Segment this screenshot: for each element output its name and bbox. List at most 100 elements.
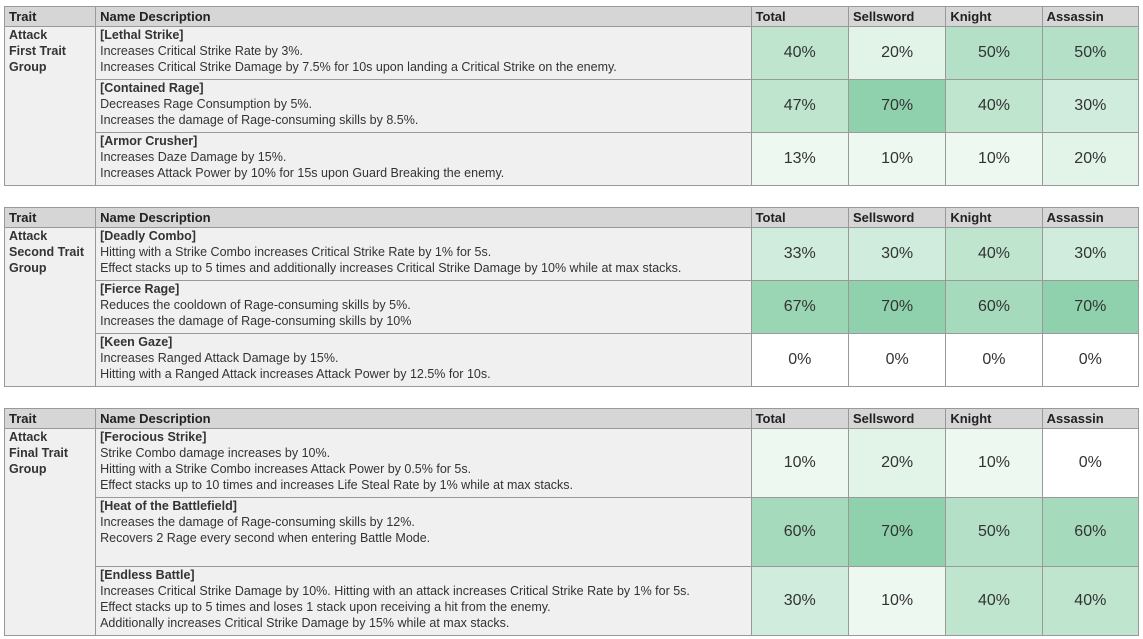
trait-effect-line: Increases Attack Power by 10% for 15s up… (100, 166, 505, 180)
column-header: Sellsword (847, 408, 947, 429)
pick-rate-cell: 70% (847, 280, 947, 334)
column-header: Name Description (95, 408, 752, 429)
pick-rate-cell: 0% (945, 333, 1043, 387)
trait-effect-line: Increases the damage of Rage-consuming s… (100, 314, 412, 328)
trait-group-label: Group (9, 261, 47, 275)
trait-description-cell: [Fierce Rage] Reduces the cooldown of Rag… (95, 280, 752, 334)
trait-group-label: First Trait (9, 44, 66, 58)
table-row: [Contained Rage] Decreases Rage Consumpti… (5, 79, 1140, 133)
table-row: [Fierce Rage] Reduces the cooldown of Rag… (5, 280, 1140, 334)
table-row: [Armor Crusher] Increases Daze Damage by … (5, 132, 1140, 186)
header-row: Trait Name Description Total Sellsword Knigh… (3, 408, 1140, 429)
table-row: [Heat of the Battlefield] Increases the d… (5, 497, 1140, 567)
pick-rate-cell: 70% (847, 79, 947, 133)
pick-rate-cell: 10% (847, 132, 947, 186)
trait-effect-line: Effect stacks up to 5 times and loses 1 … (100, 600, 551, 614)
trait-name: [Lethal Strike] (100, 28, 184, 42)
table-row: Attack First Trait Group [Lethal Strike] Inc… (3, 26, 1140, 186)
trait-effect-line: Effect stacks up to 5 times and addition… (100, 261, 682, 275)
trait-group-cell: Attack Second Trait Group (3, 227, 97, 387)
column-header: Assassin (1041, 408, 1140, 429)
column-header: Trait (3, 207, 97, 228)
pick-rate-cell: 47% (750, 79, 849, 133)
pick-rate-cell: 40% (750, 26, 849, 80)
trait-effect-line: Increases Ranged Attack Damage by 15%. (100, 351, 339, 365)
trait-effect-line: Increases Critical Strike Damage by 10%.… (100, 584, 690, 598)
trait-name: [Endless Battle] (100, 568, 195, 582)
column-header: Name Description (95, 6, 752, 27)
trait-name: [Ferocious Strike] (100, 430, 207, 444)
trait-group-label: Second Trait (9, 245, 85, 259)
trait-group-label: Attack (9, 229, 48, 243)
pick-rate-cell: 0% (1041, 428, 1140, 498)
pick-rate-cell: 60% (1041, 497, 1140, 567)
header-row: Trait Name Description Total Sellsword Knigh… (3, 6, 1140, 27)
trait-group-cell: Attack First Trait Group (3, 26, 97, 186)
trait-effect-line: Hitting with a Strike Combo increases Cr… (100, 245, 492, 259)
pick-rate-cell: 20% (847, 26, 947, 80)
column-header: Trait (3, 408, 97, 429)
header-row: Trait Name Description Total Sellsword Knigh… (3, 207, 1140, 228)
column-header: Knight (945, 408, 1043, 429)
pick-rate-cell: 10% (750, 428, 849, 498)
trait-effect-line: Increases Critical Strike Rate by 3%. (100, 44, 303, 58)
trait-name: [Contained Rage] (100, 81, 204, 95)
trait-description-cell: [Ferocious Strike] Strike Combo damage in… (95, 428, 752, 498)
trait-effect-line: Reduces the cooldown of Rage-consuming s… (100, 298, 411, 312)
table-row: Attack Second Trait Group [Deadly Combo] Hit… (3, 227, 1140, 387)
pick-rate-cell: 50% (945, 26, 1043, 80)
pick-rate-cell: 10% (945, 132, 1043, 186)
trait-group-label: Attack (9, 28, 48, 42)
trait-effect-line: Additionally increases Critical Strike D… (100, 616, 510, 630)
pick-rate-cell: 10% (847, 566, 947, 636)
trait-table: Trait Name Description Total Sellsword Knigh… (3, 207, 1140, 387)
trait-group-label: Attack (9, 430, 48, 444)
pick-rate-cell: 0% (1041, 333, 1140, 387)
pick-rate-cell: 30% (847, 227, 947, 281)
pick-rate-cell: 70% (1041, 280, 1140, 334)
trait-name: [Fierce Rage] (100, 282, 180, 296)
column-header: Knight (945, 6, 1043, 27)
column-header: Trait (3, 6, 97, 27)
column-header: Total (750, 408, 849, 429)
trait-effect-line: Decreases Rage Consumption by 5%. (100, 97, 313, 111)
trait-group-label: Group (9, 462, 47, 476)
trait-group-cell: Attack Final Trait Group (3, 428, 97, 636)
column-header: Knight (945, 207, 1043, 228)
pick-rate-cell: 40% (945, 566, 1043, 636)
pick-rate-cell: 40% (945, 79, 1043, 133)
trait-effect-line: Hitting with a Ranged Attack increases A… (100, 367, 491, 381)
trait-group-label: Group (9, 60, 47, 74)
column-header: Name Description (95, 207, 752, 228)
trait-description-cell: [Heat of the Battlefield] Increases the d… (95, 497, 752, 567)
trait-name: [Deadly Combo] (100, 229, 196, 243)
pick-rate-cell: 30% (1041, 227, 1140, 281)
trait-table: Trait Name Description Total Sellsword Knigh… (3, 6, 1140, 186)
trait-effect-line: Increases Daze Damage by 15%. (100, 150, 287, 164)
trait-name: [Armor Crusher] (100, 134, 198, 148)
pick-rate-cell: 50% (945, 497, 1043, 567)
column-header: Sellsword (847, 207, 947, 228)
trait-table: Trait Name Description Total Sellsword Knigh… (3, 408, 1140, 636)
trait-description-cell: [Keen Gaze] Increases Ranged Attack Damag… (95, 333, 752, 387)
column-header: Total (750, 207, 849, 228)
pick-rate-cell: 0% (750, 333, 849, 387)
pick-rate-cell: 20% (1041, 132, 1140, 186)
pick-rate-cell: 50% (1041, 26, 1140, 80)
trait-effect-line: Recovers 2 Rage every second when enteri… (100, 531, 431, 545)
trait-description-cell: [Deadly Combo] Hitting with a Strike Comb… (95, 227, 752, 281)
pick-rate-cell: 10% (945, 428, 1043, 498)
pick-rate-cell: 30% (1041, 79, 1140, 133)
pick-rate-cell: 13% (750, 132, 849, 186)
trait-effect-line: Strike Combo damage increases by 10%. (100, 446, 331, 460)
trait-group-label: Final Trait (9, 446, 69, 460)
trait-effect-line: Increases the damage of Rage-consuming s… (100, 515, 415, 529)
pick-rate-cell: 20% (847, 428, 947, 498)
pick-rate-cell: 60% (945, 280, 1043, 334)
pick-rate-cell: 67% (750, 280, 849, 334)
column-header: Assassin (1041, 207, 1140, 228)
pick-rate-cell: 30% (750, 566, 849, 636)
pick-rate-cell: 70% (847, 497, 947, 567)
trait-description-cell: [Lethal Strike] Increases Critical Strike… (95, 26, 752, 80)
trait-description-cell: [Armor Crusher] Increases Daze Damage by … (95, 132, 752, 186)
